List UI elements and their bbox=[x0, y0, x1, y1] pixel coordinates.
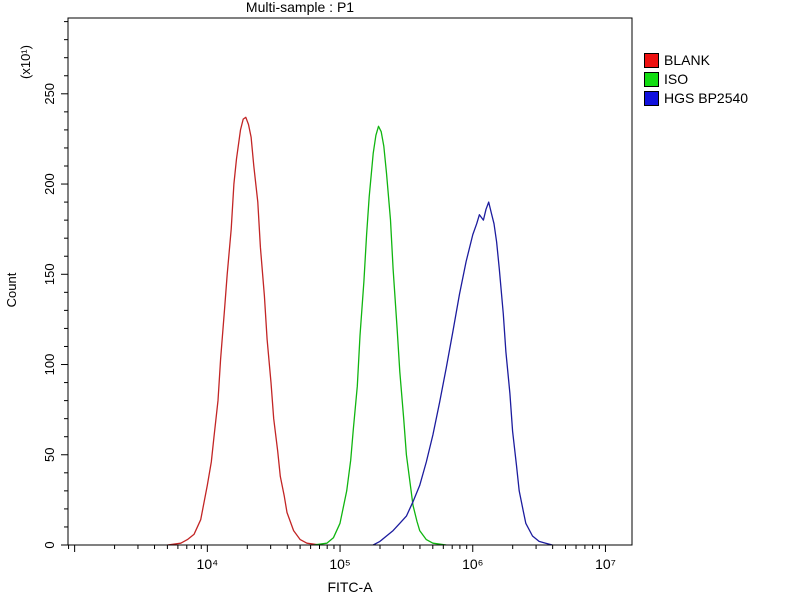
y-tick-label: 150 bbox=[42, 263, 57, 285]
y-tick-label: 100 bbox=[42, 354, 57, 376]
legend-label-iso: ISO bbox=[664, 71, 689, 87]
x-tick-label: 10⁶ bbox=[462, 556, 483, 572]
y-axis-label: Count bbox=[4, 272, 19, 307]
legend: BLANK ISO HGS BP2540 bbox=[644, 52, 748, 106]
legend-swatch-hgs-bp2540 bbox=[644, 90, 659, 106]
y-tick-label: 250 bbox=[42, 83, 57, 105]
curve-iso bbox=[313, 125, 447, 545]
plot-area: 10⁴ 10⁵ 10⁶ 10⁷ 0 50 100 150 200 250 bbox=[42, 17, 633, 572]
y-tick-label: 200 bbox=[42, 173, 57, 195]
curves bbox=[167, 116, 553, 545]
legend-item-iso: ISO bbox=[644, 71, 748, 87]
y-tick-label: 0 bbox=[42, 541, 57, 548]
x-tick-label: 10⁷ bbox=[595, 556, 616, 572]
y-axis-unit-label: (x10¹) bbox=[18, 45, 33, 79]
legend-swatch-iso bbox=[644, 71, 659, 87]
curve-blank bbox=[167, 116, 321, 545]
x-tick-label: 10⁵ bbox=[329, 556, 350, 572]
legend-swatch-blank bbox=[644, 52, 659, 68]
x-axis-label: FITC-A bbox=[327, 579, 373, 595]
legend-item-blank: BLANK bbox=[644, 52, 748, 68]
plot-border bbox=[67, 17, 633, 546]
chart-title: Multi-sample : P1 bbox=[246, 0, 354, 15]
legend-label-blank: BLANK bbox=[664, 52, 710, 68]
curve-hgs-bp2540 bbox=[372, 201, 553, 545]
legend-item-hgs-bp2540: HGS BP2540 bbox=[644, 90, 748, 106]
x-tick-label: 10⁴ bbox=[197, 556, 219, 572]
legend-label-hgs-bp2540: HGS BP2540 bbox=[664, 90, 749, 106]
y-tick-label: 50 bbox=[42, 448, 57, 462]
